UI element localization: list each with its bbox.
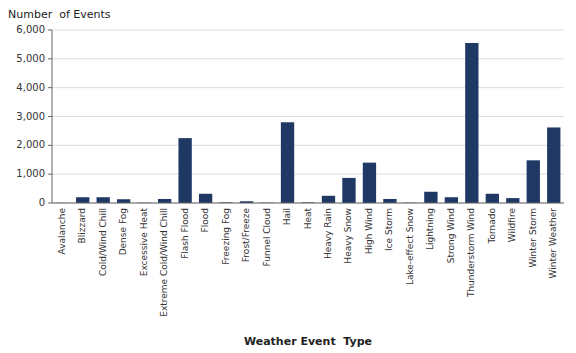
bar	[281, 122, 294, 203]
bar	[342, 178, 355, 203]
grid	[52, 30, 564, 203]
x-tick-label: Ice Storm	[384, 208, 394, 251]
y-axis-label: Number of Events	[8, 8, 111, 21]
x-tick-label: Wildfire	[507, 208, 517, 243]
grid-line	[52, 174, 564, 175]
x-tick-label: Heavy Rain	[323, 208, 333, 259]
bar	[117, 199, 130, 203]
grid-line	[52, 203, 564, 204]
grid-line	[52, 87, 564, 88]
x-tick-label: Flash Flood	[180, 208, 190, 259]
x-axis-label: Weather Event Type	[244, 335, 372, 348]
x-tick-label: Tornado	[487, 208, 497, 245]
y-tick	[48, 145, 52, 146]
bar	[158, 199, 171, 203]
bar	[465, 43, 478, 203]
y-axis: 0 1,000 2,000 3,000 4,000 5,000 6,000	[16, 24, 52, 208]
x-axis-line	[52, 203, 564, 204]
x-tick-label: Lake-effect Snow	[405, 208, 415, 285]
x-tick-label: Excessive Heat	[139, 208, 149, 277]
x-axis: Avalanche Blizzard Cold/Wind Chill Dense Fo…	[57, 208, 559, 317]
y-tick-label: 4,000	[16, 82, 45, 93]
x-tick-label: Winter Weather	[548, 208, 558, 279]
bar	[527, 160, 540, 203]
y-tick-label: 1,000	[16, 168, 45, 179]
x-tick-label: Heat	[303, 208, 313, 230]
y-tick	[48, 30, 52, 31]
bar	[178, 138, 191, 203]
bar	[76, 197, 89, 203]
x-tick-label: Blizzard	[77, 208, 87, 243]
x-tick-label: Extreme Cold/Wind Chill	[159, 208, 169, 317]
bar	[199, 194, 212, 203]
bar	[486, 194, 499, 203]
bar	[506, 198, 519, 203]
x-tick-label: Thunderstorm Wind	[466, 208, 476, 298]
chart-container: 0 1,000 2,000 3,000 4,000 5,000 6,000 Avalanche…	[0, 0, 576, 353]
x-tick-label: Winter Storm	[528, 208, 538, 268]
y-tick	[48, 58, 52, 59]
y-axis-line	[52, 30, 53, 203]
x-tick-label: High Wind	[364, 208, 374, 254]
x-tick-label: Avalanche	[57, 208, 67, 255]
bar	[322, 196, 335, 203]
y-tick	[48, 116, 52, 117]
x-tick-label: Lightning	[425, 208, 435, 250]
y-tick-label: 0	[39, 197, 45, 208]
y-tick-label: 6,000	[16, 24, 45, 35]
y-tick-label: 3,000	[16, 111, 45, 122]
x-tick-label: Cold/Wind Chill	[98, 208, 108, 276]
x-tick-label: Dense Fog	[118, 208, 128, 255]
x-tick-label: Funnel Cloud	[262, 208, 272, 266]
bar	[445, 197, 458, 203]
y-tick	[48, 87, 52, 88]
x-tick-label: Heavy Snow	[343, 208, 353, 264]
y-tick-label: 2,000	[16, 139, 45, 150]
x-tick-label: Frost/Freeze	[241, 208, 251, 263]
grid-line	[52, 145, 564, 146]
bar	[547, 127, 560, 203]
grid-line	[52, 58, 564, 59]
grid-line	[52, 30, 564, 31]
bars	[56, 43, 561, 203]
chart-svg: 0 1,000 2,000 3,000 4,000 5,000 6,000 Avalanche…	[0, 0, 576, 353]
x-tick-label: Hail	[282, 208, 292, 225]
y-tick-label: 5,000	[16, 53, 45, 64]
y-tick	[48, 174, 52, 175]
bar	[363, 163, 376, 203]
y-tick	[48, 203, 52, 204]
x-tick-label: Strong Wind	[446, 208, 456, 263]
x-tick-label: Flood	[200, 208, 210, 232]
bar	[97, 197, 110, 203]
bar	[383, 199, 396, 203]
bar	[424, 192, 437, 203]
grid-line	[52, 116, 564, 117]
x-tick-label: Freezing Fog	[221, 208, 231, 265]
